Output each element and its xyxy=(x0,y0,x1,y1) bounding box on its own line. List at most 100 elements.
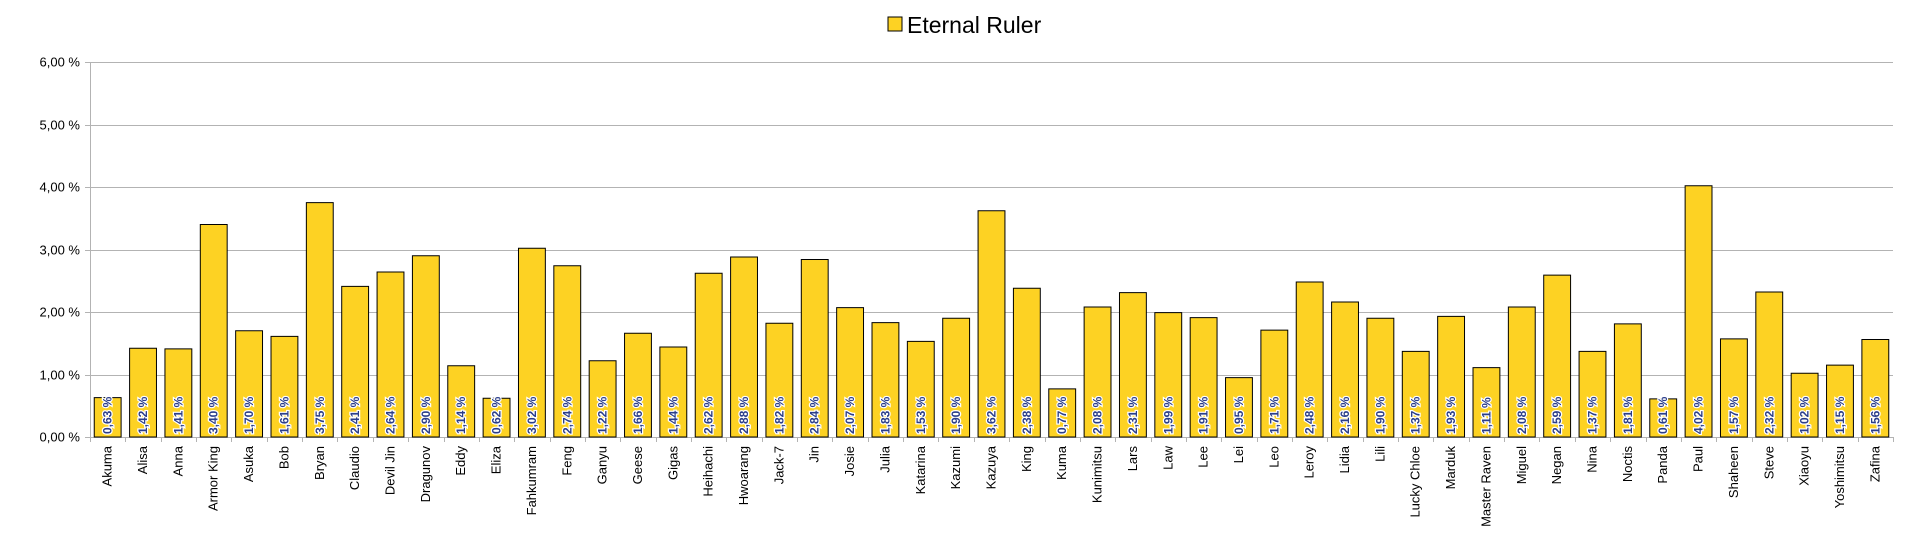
x-tick-label: Lidia xyxy=(1337,445,1352,473)
data-label: 1,11 % xyxy=(1479,397,1493,434)
data-label: 1,83 % xyxy=(878,396,892,434)
bar xyxy=(1048,388,1077,438)
x-tick-label: Lili xyxy=(1372,446,1387,462)
data-label: 1,42 % xyxy=(136,396,150,434)
data-label: 0,61 % xyxy=(1656,396,1670,434)
x-tick-label: Fahkumram xyxy=(524,446,539,515)
bar xyxy=(517,247,546,438)
bar xyxy=(977,210,1006,438)
x-axis-ticks: Akuma Alisa Anna Armor King Asuka Bob Bryan Cla… xyxy=(100,445,1883,527)
bar xyxy=(659,346,688,438)
bar xyxy=(1154,312,1183,438)
bar xyxy=(694,272,723,438)
x-tick-label: King xyxy=(1019,446,1034,472)
data-label: 1,61 % xyxy=(277,396,291,434)
data-label: 1,41 % xyxy=(171,396,185,434)
x-tick-label: Eliza xyxy=(489,445,504,474)
bar xyxy=(1684,185,1713,438)
bar xyxy=(1118,292,1147,438)
x-tick-label: Nina xyxy=(1585,445,1600,473)
legend-swatch xyxy=(887,16,903,32)
data-label: 1,93 % xyxy=(1444,396,1458,434)
data-label: 1,37 % xyxy=(1586,396,1600,434)
x-tick-label: Xiaoyu xyxy=(1797,446,1812,486)
bar xyxy=(1790,372,1819,438)
data-label: 2,08 % xyxy=(1515,396,1529,434)
bar xyxy=(1755,291,1784,438)
x-tick-label: Kazumi xyxy=(948,446,963,489)
bar xyxy=(730,256,758,438)
data-label: 3,62 % xyxy=(985,396,999,434)
y-tick-label: 2,00 % xyxy=(40,305,81,320)
y-tick-label: 4,00 % xyxy=(40,180,81,195)
bar xyxy=(1260,329,1289,438)
bar xyxy=(1578,350,1607,438)
bar xyxy=(1507,306,1536,438)
x-tick-label: Claudio xyxy=(347,446,362,490)
data-label: 1,71 % xyxy=(1267,396,1281,434)
data-label: 2,74 % xyxy=(560,396,574,434)
bar xyxy=(1189,317,1218,438)
x-tick-label: Katarina xyxy=(913,445,928,494)
data-label: 1,02 % xyxy=(1798,396,1812,434)
data-label: 1,66 % xyxy=(631,396,645,434)
data-label: 2,88 % xyxy=(737,396,751,434)
bar xyxy=(235,330,264,438)
x-tick-label: Lei xyxy=(1231,446,1246,463)
bar xyxy=(553,265,582,438)
bar xyxy=(129,347,157,438)
data-label: 2,07 % xyxy=(843,396,857,434)
data-label: 4,02 % xyxy=(1692,396,1706,434)
x-tick-label: Law xyxy=(1160,445,1175,469)
data-label: 1,99 % xyxy=(1161,396,1175,434)
data-label: 0,63 % xyxy=(101,396,115,434)
x-tick-label: Shaheen xyxy=(1726,446,1741,498)
x-tick-label: Bob xyxy=(276,446,291,469)
data-label: 1,15 % xyxy=(1833,396,1847,434)
x-tick-label: Hwoarang xyxy=(736,446,751,505)
data-label: 1,57 % xyxy=(1727,396,1741,434)
x-tick-label: Eddy xyxy=(453,446,468,476)
x-tick-label: Jack-7 xyxy=(771,446,786,484)
bar xyxy=(1861,339,1890,438)
y-tick-label: 3,00 % xyxy=(40,243,81,258)
bar xyxy=(447,365,476,438)
bar xyxy=(588,360,617,438)
bar xyxy=(1401,350,1430,438)
data-label: 1,44 % xyxy=(666,396,680,434)
legend-label: Eternal Ruler xyxy=(907,12,1042,38)
bar xyxy=(800,259,829,438)
x-tick-label: Dragunov xyxy=(418,446,433,503)
x-tick-label: Negan xyxy=(1549,446,1564,484)
x-tick-label: Feng xyxy=(559,446,574,476)
data-label: 1,56 % xyxy=(1868,396,1882,434)
x-tick-label: Geese xyxy=(630,446,645,484)
data-labels: 0,63 % 1,42 % 1,41 % 3,40 % 1,70 % 1,61 % 3,75… xyxy=(99,395,1883,435)
bar xyxy=(871,322,900,438)
bar xyxy=(942,317,971,438)
x-tick-label: Josie xyxy=(842,446,857,476)
bar xyxy=(1295,281,1324,438)
data-label: 2,41 % xyxy=(348,396,362,434)
x-tick-label: Jin xyxy=(807,446,822,463)
bar xyxy=(1366,317,1395,438)
data-label: 1,14 % xyxy=(454,396,468,434)
data-label: 2,08 % xyxy=(1091,396,1105,434)
x-tick-label: Paul xyxy=(1691,446,1706,472)
data-label: 2,90 % xyxy=(419,396,433,434)
x-tick-label: Julia xyxy=(877,445,892,473)
bar xyxy=(1083,306,1112,438)
x-tick-label: Steve xyxy=(1761,446,1776,479)
bar xyxy=(1437,315,1466,438)
data-label: 1,53 % xyxy=(914,396,928,434)
bar xyxy=(1472,367,1501,438)
data-label: 0,77 % xyxy=(1055,396,1069,434)
bar xyxy=(1719,338,1748,438)
data-label: 2,31 % xyxy=(1126,396,1140,434)
data-label: 1,90 % xyxy=(949,396,963,434)
y-axis-ticks: 0,00 % 1,00 % 2,00 % 3,00 % 4,00 % 5,00 % 6,00… xyxy=(40,55,81,445)
data-label: 2,84 % xyxy=(808,396,822,434)
data-label: 2,48 % xyxy=(1303,396,1317,434)
x-tick-label: Master Raven xyxy=(1478,446,1493,527)
data-label: 1,81 % xyxy=(1621,396,1635,434)
